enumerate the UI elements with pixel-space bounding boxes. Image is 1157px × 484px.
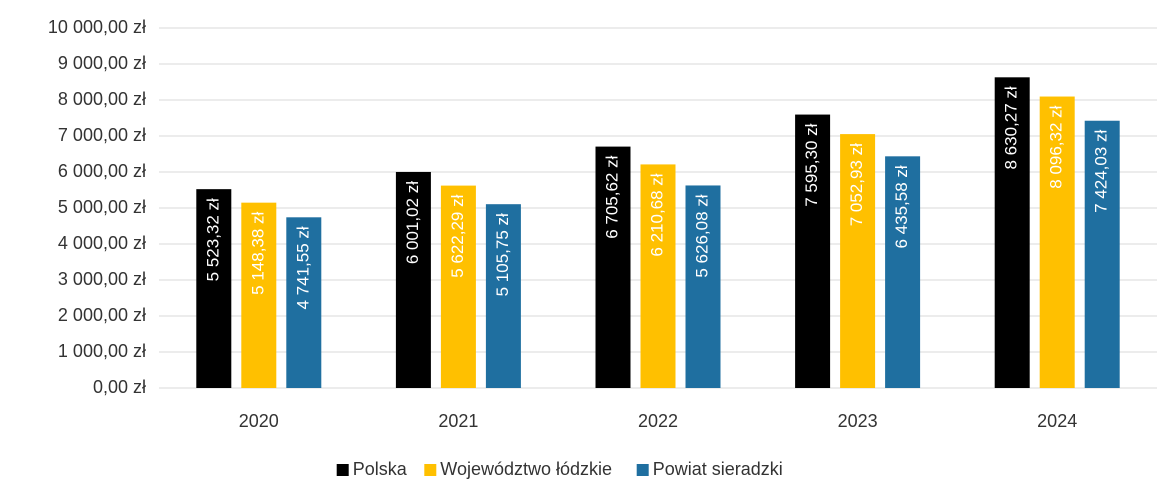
x-tick-label: 2021: [438, 411, 478, 431]
value-label: 6 001,02 zł: [403, 181, 422, 264]
y-tick-label: 6 000,00 zł: [58, 161, 146, 181]
value-label: 6 705,62 zł: [602, 155, 621, 238]
value-label: 7 052,93 zł: [847, 143, 866, 226]
y-tick-label: 0,00 zł: [93, 377, 146, 397]
bar: [485, 204, 521, 388]
bar: [286, 217, 322, 388]
x-tick-label: 2023: [838, 411, 878, 431]
x-tick-label: 2020: [239, 411, 279, 431]
bar: [1039, 96, 1075, 389]
legend-swatch: [336, 464, 349, 476]
value-label: 5 523,32 zł: [203, 198, 222, 281]
y-tick-label: 1 000,00 zł: [58, 341, 146, 361]
y-tick-label: 8 000,00 zł: [58, 89, 146, 109]
x-tick-label: 2024: [1037, 411, 1077, 431]
x-tick-label: 2022: [638, 411, 678, 431]
y-tick-label: 10 000,00 zł: [48, 17, 146, 37]
bar: [241, 202, 277, 388]
legend-swatch: [636, 464, 649, 476]
bar: [1084, 120, 1120, 388]
bar: [395, 171, 431, 388]
y-tick-label: 3 000,00 zł: [58, 269, 146, 289]
value-label: 8 096,32 zł: [1047, 105, 1066, 188]
value-label: 5 622,29 zł: [448, 194, 467, 277]
y-tick-label: 2 000,00 zł: [58, 305, 146, 325]
value-label: 7 424,03 zł: [1092, 130, 1111, 213]
bar: [685, 185, 721, 388]
bar: [595, 146, 631, 388]
bar: [885, 156, 921, 388]
bar: [795, 114, 831, 388]
value-label: 4 741,55 zł: [293, 226, 312, 309]
legend-label: Polska: [353, 459, 408, 479]
value-label: 5 105,75 zł: [493, 213, 512, 296]
bar: [640, 164, 676, 388]
value-label: 7 595,30 zł: [802, 123, 821, 206]
legend-label: Powiat sieradzki: [653, 459, 783, 479]
value-label: 6 435,58 zł: [892, 165, 911, 248]
legend-label: Województwo łódzkie: [440, 459, 612, 479]
value-label: 5 626,08 zł: [692, 194, 711, 277]
bar: [840, 134, 876, 388]
legend-swatch: [424, 464, 437, 476]
bar: [196, 189, 232, 388]
value-label: 8 630,27 zł: [1002, 86, 1021, 169]
y-tick-label: 5 000,00 zł: [58, 197, 146, 217]
value-label: 5 148,38 zł: [248, 211, 267, 294]
bar: [440, 185, 476, 388]
y-tick-label: 4 000,00 zł: [58, 233, 146, 253]
y-tick-label: 7 000,00 zł: [58, 125, 146, 145]
value-label: 6 210,68 zł: [647, 173, 666, 256]
bar: [994, 77, 1030, 389]
y-tick-label: 9 000,00 zł: [58, 53, 146, 73]
